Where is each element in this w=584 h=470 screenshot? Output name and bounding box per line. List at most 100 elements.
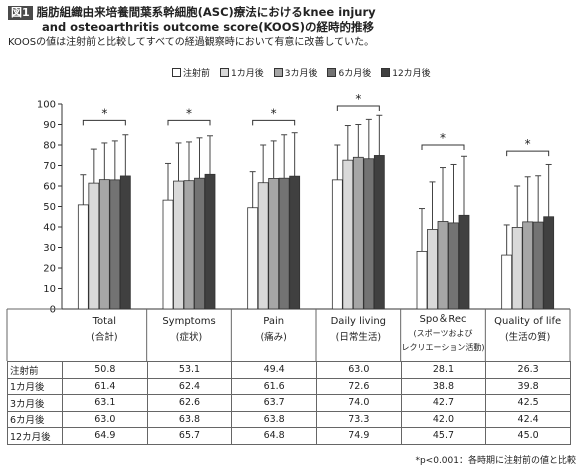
bar xyxy=(331,179,343,310)
bar xyxy=(448,222,459,310)
legend-swatch xyxy=(273,68,283,77)
significance-marker: * xyxy=(101,106,107,120)
category-sublabel: (症状) xyxy=(176,331,202,343)
bar xyxy=(194,177,205,310)
bar xyxy=(427,229,438,310)
data-table: 注射前 50.8 53.1 49.4 63.0 28.1 26.3 1カ月後 61.4 62.4 6… xyxy=(7,361,571,445)
table-cell: 63.0 xyxy=(315,361,402,379)
significance-bracket xyxy=(252,119,296,126)
y-tick-label: 80 xyxy=(43,141,56,152)
table-row: 12カ月後 64.9 65.7 64.8 74.9 45.7 45.0 xyxy=(7,427,571,445)
bar xyxy=(119,175,131,310)
table-cell: 73.3 xyxy=(315,410,402,428)
bar xyxy=(204,173,216,310)
category-label: Daily living xyxy=(331,316,386,327)
table-cell: 64.8 xyxy=(231,427,317,445)
y-tick-label: 70 xyxy=(43,161,56,172)
significance-marker: * xyxy=(186,106,192,120)
legend-swatch xyxy=(172,68,181,77)
bar xyxy=(268,178,280,310)
y-tick-label: 40 xyxy=(43,223,56,234)
table-row: 1カ月後 61.4 62.4 61.6 72.6 38.8 39.8 xyxy=(7,377,571,395)
table-row: 3カ月後 63.1 62.6 63.7 74.0 42.7 42.5 xyxy=(7,394,571,412)
table-cell: 39.8 xyxy=(485,377,571,395)
table-cell: 38.8 xyxy=(400,377,487,395)
category-sublabel: (合計) xyxy=(91,331,117,343)
bar xyxy=(257,182,269,310)
table-cell: 62.4 xyxy=(146,377,233,395)
significance-bracket xyxy=(421,144,465,150)
y-tick-label: 20 xyxy=(43,264,56,275)
bar xyxy=(437,221,449,310)
table-cell: 62.6 xyxy=(146,394,233,412)
bar xyxy=(98,179,110,310)
category-label: Quality of life xyxy=(494,316,561,327)
table-cell: 63.8 xyxy=(146,410,233,428)
legend-swatch xyxy=(220,68,230,77)
table-cell: 42.4 xyxy=(485,410,571,428)
table-cell: 45.7 xyxy=(400,427,487,445)
category-label: Pain xyxy=(263,316,284,327)
table-cell: 74.9 xyxy=(315,427,402,445)
table-cell: 72.6 xyxy=(315,377,402,395)
bar xyxy=(247,207,259,310)
legend-label: 12カ月後 xyxy=(392,69,431,79)
y-tick-label: 30 xyxy=(43,243,56,254)
table-cell: 64.9 xyxy=(62,427,148,445)
significance-bracket xyxy=(506,150,550,157)
bar xyxy=(543,216,555,310)
legend-item: 3カ月後 xyxy=(273,66,317,79)
significance-bracket xyxy=(82,119,126,126)
figure-title-line1: 脂肪組織由来培養間葉系幹細胞(ASC)療法におけるknee injury xyxy=(36,5,376,19)
legend-item: 6カ月後 xyxy=(327,66,371,79)
bar xyxy=(109,179,121,310)
category-label: Symptoms xyxy=(162,316,215,327)
table-row-header: 1カ月後 xyxy=(7,377,63,395)
category-label: Spo＆Rec xyxy=(420,314,467,325)
category-sublabel: (生活の質) xyxy=(505,331,550,343)
table-row-header: 12カ月後 xyxy=(7,427,63,445)
table-cell: 42.5 xyxy=(485,394,571,412)
bar xyxy=(416,250,428,310)
bar xyxy=(363,158,375,310)
bar xyxy=(373,155,385,310)
bar xyxy=(352,156,364,310)
table-cell: 42.7 xyxy=(400,394,487,412)
legend-label: 6カ月後 xyxy=(338,69,372,79)
table-cell: 42.0 xyxy=(400,410,487,428)
table-cell: 28.1 xyxy=(400,361,487,379)
table-row-header: 3カ月後 xyxy=(7,394,63,412)
table-cell: 65.7 xyxy=(146,427,233,445)
table-cell: 50.8 xyxy=(62,361,148,379)
bar xyxy=(458,214,470,310)
bar xyxy=(532,221,544,310)
significance-marker: * xyxy=(525,137,531,151)
category-sublabel: レクリエーション活動) xyxy=(402,342,485,352)
legend-label: 注射前 xyxy=(183,69,211,79)
table-row-header: 6カ月後 xyxy=(7,410,63,428)
bar xyxy=(289,175,301,310)
bar xyxy=(342,159,354,310)
legend-swatch xyxy=(327,68,337,77)
y-tick-label: 100 xyxy=(37,100,56,111)
bar xyxy=(522,221,534,310)
figure-title-line2: and osteoarthritis outcome score(KOOS)の経… xyxy=(42,20,375,34)
table-cell: 63.0 xyxy=(62,410,148,428)
y-tick-label: 90 xyxy=(43,120,56,131)
significance-bracket xyxy=(167,119,211,126)
category-sublabel: (スポーツおよび xyxy=(414,329,473,338)
bar xyxy=(501,254,513,310)
chart-legend: 注射前 1カ月後 3カ月後 6カ月後 12カ月後 xyxy=(172,66,441,79)
y-tick-label: 60 xyxy=(43,182,56,193)
table-cell: 53.1 xyxy=(146,361,233,379)
bar xyxy=(173,180,184,310)
table-cell: 61.4 xyxy=(62,377,148,395)
significance-marker: * xyxy=(271,106,277,120)
table-cell: 49.4 xyxy=(231,361,317,379)
category-sublabel: (痛み) xyxy=(260,331,286,343)
bar xyxy=(278,177,290,310)
table-cell: 63.7 xyxy=(231,394,317,412)
significance-marker: * xyxy=(355,92,361,106)
y-tick-label: 0 xyxy=(50,305,56,316)
figure-title-block: 図1 脂肪組織由来培養間葉系幹細胞(ASC)療法におけるknee injury … xyxy=(8,5,578,50)
